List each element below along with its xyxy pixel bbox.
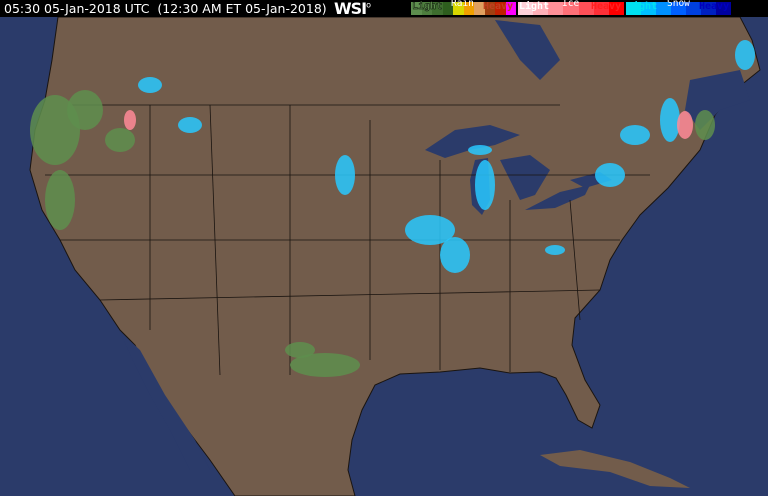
legend-ice-swatch xyxy=(563,2,579,15)
legend-snow-light: Light xyxy=(627,1,658,12)
legend-rain: Rain Light Heavy xyxy=(411,0,516,15)
rain-echo xyxy=(67,90,103,130)
ice-echo xyxy=(677,111,693,139)
legend-rain-swatch xyxy=(474,2,485,15)
baja-gulf xyxy=(120,332,210,470)
legend-rain-light: Light xyxy=(412,1,443,12)
legend-snow-title: Snow xyxy=(667,0,690,9)
legend-ice-swatch xyxy=(518,2,534,15)
snow-echo xyxy=(475,160,495,210)
snow-echo xyxy=(178,117,202,133)
snow-echo xyxy=(335,155,355,195)
rain-echo xyxy=(695,110,715,140)
legend-ice-title: Ice xyxy=(562,0,580,9)
snow-echo xyxy=(440,237,470,273)
snow-echo xyxy=(660,98,680,142)
legend-ice-light: Light xyxy=(519,1,550,12)
legend-ice-swatch xyxy=(578,2,594,15)
legend-ice: Ice Light Heavy xyxy=(518,0,624,15)
hudson-bay-area xyxy=(495,20,560,80)
legend-rain-swatch xyxy=(463,2,474,15)
legend-ice-heavy: Heavy xyxy=(591,1,622,12)
legend-snow: Snow Light Heavy xyxy=(626,0,731,15)
legend-snow-swatch xyxy=(716,2,731,15)
wsi-logo: WSIo xyxy=(334,0,371,18)
legend-snow-swatch xyxy=(641,2,656,15)
legend-ice-swatch xyxy=(548,2,564,15)
precipitation-overlay xyxy=(30,40,755,377)
legend-snow-swatch xyxy=(626,2,641,15)
snow-echo xyxy=(138,77,162,93)
timestamp: 05:30 05-Jan-2018 UTC (12:30 AM ET 05-Ja… xyxy=(4,1,327,16)
snow-echo xyxy=(735,40,755,70)
cuba xyxy=(540,450,690,488)
rain-echo xyxy=(285,342,315,358)
snow-echo xyxy=(595,163,625,187)
legend-rain-swatch xyxy=(432,2,443,15)
lake-superior xyxy=(425,125,520,158)
legend-snow-swatch xyxy=(701,2,716,15)
legend-rain-swatch xyxy=(484,2,495,15)
legend-rain-swatch xyxy=(442,2,453,15)
legend-rain-heavy: Heavy xyxy=(483,1,514,12)
legend-rain-swatch xyxy=(411,2,422,15)
legend-rain-swatch xyxy=(453,2,464,15)
legend-snow-heavy: Heavy xyxy=(699,1,730,12)
legend-snow-swatch xyxy=(686,2,701,15)
snow-echo xyxy=(405,215,455,245)
legend-ice-swatch xyxy=(533,2,549,15)
legend-ice-swatch xyxy=(608,2,624,15)
rain-echo xyxy=(290,353,360,377)
snow-echo xyxy=(620,125,650,145)
us-map xyxy=(0,17,768,496)
lake-huron xyxy=(500,155,550,200)
north-america-land xyxy=(29,17,761,496)
state-borders xyxy=(45,104,650,376)
snow-echo xyxy=(545,245,565,255)
legend-ice-swatch xyxy=(593,2,609,15)
legend-snow-swatch xyxy=(656,2,671,15)
snow-echo xyxy=(468,145,492,155)
lake-erie xyxy=(525,185,590,210)
ice-echo xyxy=(124,110,136,130)
rain-echo xyxy=(105,128,135,152)
header-bar: 05:30 05-Jan-2018 UTC (12:30 AM ET 05-Ja… xyxy=(0,0,768,18)
legend-rain-swatch xyxy=(495,2,506,15)
legend-snow-swatch xyxy=(671,2,686,15)
legend-rain-title: Rain xyxy=(451,0,474,9)
rain-echo xyxy=(45,170,75,230)
legend-rain-swatch xyxy=(421,2,432,15)
legend-rain-swatch xyxy=(505,2,516,15)
